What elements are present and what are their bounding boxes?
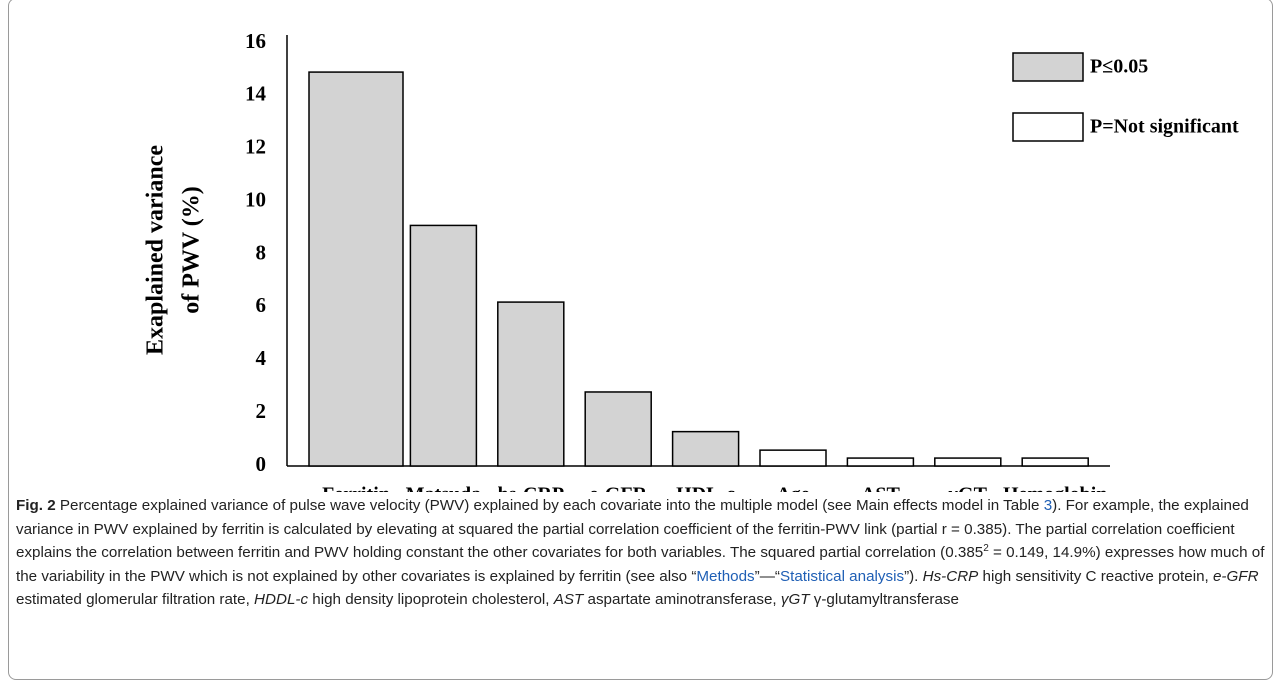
x-tick-label: hs-CRP	[497, 484, 564, 492]
y-tick-label: 2	[256, 399, 267, 423]
bar	[584, 391, 652, 467]
x-tick-label: AST	[861, 484, 901, 492]
y-tick-label: 6	[256, 293, 267, 317]
abbreviation: γGT	[780, 591, 810, 609]
bar	[497, 301, 565, 467]
caption-text: high sensitivity C reactive protein,	[978, 567, 1213, 585]
bar	[308, 71, 404, 467]
caption-text: = 0.149, 14.9%) expresses how much of th…	[16, 544, 1265, 585]
legend-label: P≤0.05	[1090, 56, 1148, 78]
y-tick-label: 8	[256, 240, 267, 264]
x-tick-label: Hemoglobin	[1003, 484, 1107, 492]
legend-swatch	[1012, 52, 1084, 82]
y-axis-label: Exaplained variance	[143, 145, 169, 355]
caption-text: aspartate aminotransferase,	[583, 591, 781, 609]
caption: Fig. 2 Percentage explained variance of …	[16, 494, 1266, 612]
legend-swatch	[1012, 112, 1084, 142]
abbreviation: AST	[553, 591, 584, 609]
caption-text: γ-glutamyltransferase	[809, 591, 959, 609]
x-tick-label: HDL-c	[676, 484, 735, 492]
abbreviation: HDDL-c	[254, 591, 309, 609]
bar	[846, 457, 915, 467]
x-tick-label: Ferritin	[322, 484, 390, 492]
section-link[interactable]: Methods	[696, 567, 755, 585]
y-tick-label: 12	[245, 135, 266, 159]
x-tick-label: Age	[776, 484, 809, 492]
caption-text: estimated glomerular filtration rate,	[16, 591, 255, 609]
bar	[1021, 457, 1089, 467]
caption-text: ). For example, the explained variance i…	[16, 497, 1249, 562]
y-axis-label: of PWV (%)	[179, 186, 205, 314]
bar	[671, 430, 740, 467]
y-tick-label: 16	[245, 29, 266, 53]
caption-text: Percentage explained variance of pulse w…	[55, 497, 1044, 514]
table-link[interactable]: 3	[1043, 497, 1053, 514]
superscript: 2	[983, 543, 989, 555]
figure-frame	[8, 0, 1273, 680]
y-tick-label: 0	[256, 452, 267, 476]
section-link[interactable]: Statistical analysis	[779, 567, 905, 585]
chart: 0 2 4 6 8 10 12 14 16 Exaplained variance of PWV (…	[143, 29, 1239, 492]
caption-text: ”—“	[754, 567, 780, 585]
bar	[409, 224, 478, 467]
bar	[759, 449, 827, 467]
legend-label: P=Not significant	[1090, 116, 1239, 138]
y-tick-label: 4	[256, 346, 267, 370]
abbreviation: e-GFR	[1212, 567, 1259, 585]
caption-text: high density lipoprotein cholesterol,	[308, 591, 554, 609]
bar	[934, 457, 1002, 467]
caption-text: ”).	[904, 567, 923, 585]
y-tick-label: 10	[245, 187, 266, 211]
x-tick-label: e-GFR	[589, 484, 647, 492]
x-tick-label: Matsuda	[406, 484, 482, 492]
caption-label: Fig. 2	[16, 497, 56, 514]
abbreviation: Hs-CRP	[922, 567, 979, 585]
y-tick-label: 14	[245, 82, 267, 106]
x-tick-label: γGT	[948, 484, 988, 492]
